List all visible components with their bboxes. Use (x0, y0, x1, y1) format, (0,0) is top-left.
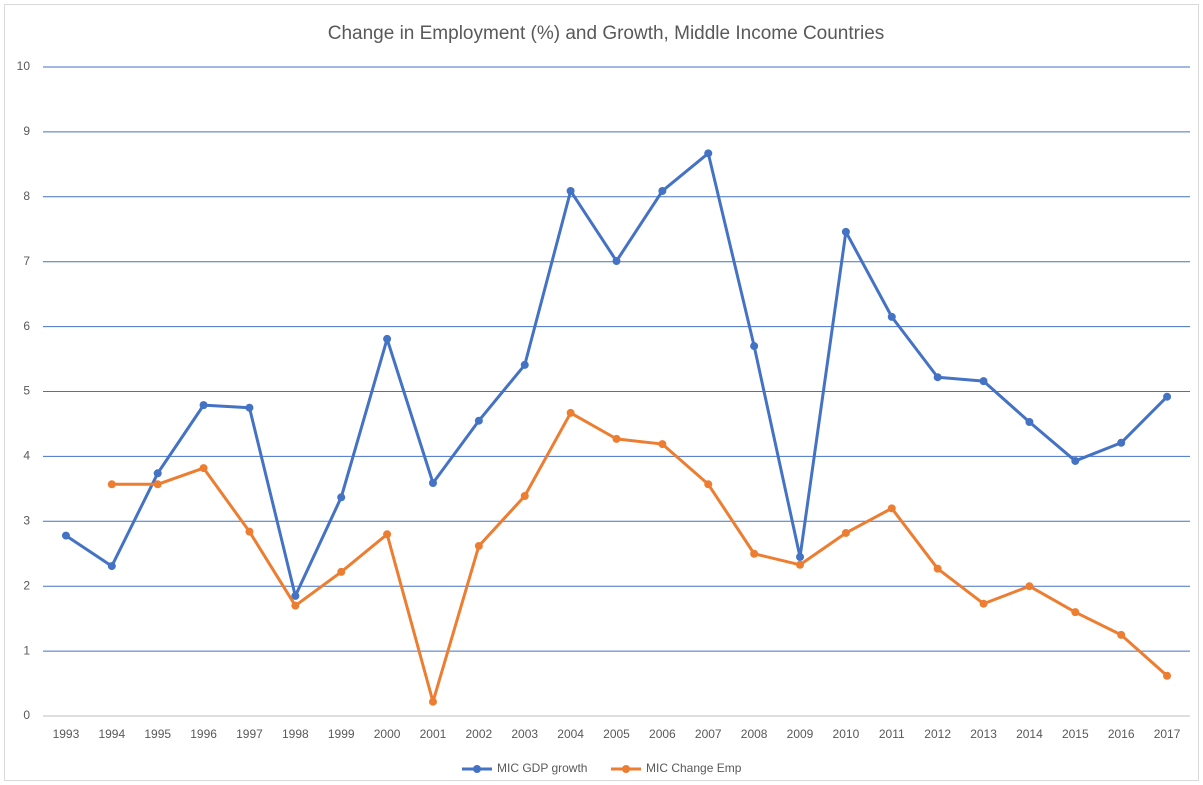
data-point (1117, 438, 1126, 447)
data-point (887, 504, 896, 513)
y-tick-label: 8 (23, 189, 30, 203)
series-line (111, 411, 1169, 704)
data-point (566, 186, 575, 195)
x-tick-label: 1998 (282, 727, 309, 741)
data-point (383, 530, 392, 539)
x-tick-label: 2017 (1154, 727, 1181, 741)
data-point (1117, 630, 1126, 639)
data-point (796, 560, 805, 569)
data-point (474, 541, 483, 550)
x-tick-label: 1997 (236, 727, 263, 741)
x-tick-label: 2010 (833, 727, 860, 741)
legend-label: MIC GDP growth (497, 761, 587, 775)
data-point (933, 564, 942, 573)
legend-label: MIC Change Emp (646, 761, 742, 775)
data-point (658, 440, 667, 449)
data-point (291, 601, 300, 610)
y-tick-label: 2 (23, 578, 30, 592)
x-tick-label: 2014 (1016, 727, 1043, 741)
data-point (1071, 456, 1080, 465)
x-tick-label: 2002 (466, 727, 493, 741)
x-tick-label: 2006 (649, 727, 676, 741)
data-point (704, 480, 713, 489)
y-tick-label: 4 (23, 449, 30, 463)
data-point (337, 493, 346, 502)
data-point (1163, 392, 1172, 401)
data-point (107, 562, 116, 571)
x-tick-label: 2005 (603, 727, 630, 741)
data-point (1071, 608, 1080, 617)
data-point (61, 531, 70, 540)
data-point (658, 186, 667, 195)
y-tick-label: 6 (23, 319, 30, 333)
data-point (979, 599, 988, 608)
data-point (1163, 671, 1172, 680)
data-point (933, 373, 942, 382)
data-point (887, 312, 896, 321)
x-tick-label: 2004 (557, 727, 584, 741)
y-tick-label: 10 (17, 59, 31, 73)
data-point (107, 480, 116, 489)
data-point (979, 377, 988, 386)
legend-marker (473, 765, 481, 773)
legend-marker (622, 765, 630, 773)
x-tick-label: 1999 (328, 727, 355, 741)
data-point (245, 403, 254, 412)
data-point (474, 416, 483, 425)
data-point (153, 469, 162, 478)
data-point (245, 527, 254, 536)
y-tick-label: 7 (23, 254, 30, 268)
x-tick-label: 2012 (924, 727, 951, 741)
x-tick-label: 1993 (53, 727, 80, 741)
data-point (750, 342, 759, 351)
data-point (841, 528, 850, 537)
x-tick-label: 2009 (787, 727, 814, 741)
x-tick-label: 1995 (144, 727, 171, 741)
x-tick-label: 2001 (420, 727, 447, 741)
x-tick-label: 1996 (190, 727, 217, 741)
x-tick-label: 2000 (374, 727, 401, 741)
data-point (1025, 582, 1034, 591)
x-tick-label: 2007 (695, 727, 722, 741)
x-tick-label: 2003 (511, 727, 538, 741)
y-tick-label: 0 (23, 708, 30, 722)
data-point (1025, 418, 1034, 427)
data-point (520, 360, 529, 369)
chart-border (4, 4, 1199, 781)
x-tick-label: 2015 (1062, 727, 1089, 741)
chart-title: Change in Employment (%) and Growth, Mid… (328, 23, 885, 44)
y-tick-label: 9 (23, 124, 30, 138)
data-point (841, 227, 850, 236)
x-tick-label: 2013 (970, 727, 997, 741)
data-point (612, 434, 621, 443)
y-tick-label: 3 (23, 513, 30, 527)
data-point (704, 149, 713, 158)
data-point (796, 552, 805, 561)
y-tick-label: 1 (23, 643, 30, 657)
x-tick-label: 2008 (741, 727, 768, 741)
data-point (153, 480, 162, 489)
data-point (291, 591, 300, 600)
data-point (428, 697, 437, 706)
data-point (612, 257, 621, 266)
data-point (428, 479, 437, 488)
data-point (199, 464, 208, 473)
y-tick-label: 5 (23, 384, 30, 398)
data-point (383, 334, 392, 343)
data-point (566, 408, 575, 417)
data-point (750, 549, 759, 558)
data-point (520, 491, 529, 500)
x-tick-label: 2016 (1108, 727, 1135, 741)
data-point (337, 567, 346, 576)
x-tick-label: 1994 (98, 727, 125, 741)
data-point (199, 401, 208, 410)
x-tick-label: 2011 (879, 727, 905, 741)
